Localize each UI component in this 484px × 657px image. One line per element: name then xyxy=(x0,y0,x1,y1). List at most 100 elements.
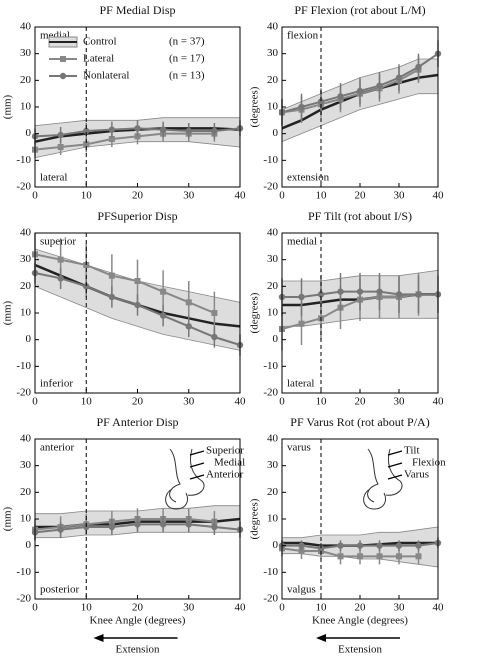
annotation: medial xyxy=(287,236,317,248)
marker xyxy=(108,523,116,531)
y-tick-label: -20 xyxy=(16,387,31,399)
legend-label: Lateral xyxy=(83,53,114,65)
x-tick-label: 30 xyxy=(394,396,406,408)
annotation: posterior xyxy=(40,584,79,596)
x-tick-label: 10 xyxy=(81,396,93,408)
x-tick-label: 30 xyxy=(183,396,195,408)
marker xyxy=(317,545,325,552)
panel-title: PFSuperior Disp xyxy=(97,209,177,223)
legend-count: (n = 13) xyxy=(169,70,205,82)
marker xyxy=(356,87,364,95)
marker xyxy=(376,553,383,560)
y-tick-label: 30 xyxy=(267,459,279,471)
x-tick-label: 20 xyxy=(355,190,367,202)
x-tick-label: 30 xyxy=(394,190,406,202)
y-tick-label: 20 xyxy=(267,280,279,292)
y-tick-label: 20 xyxy=(267,486,279,498)
marker xyxy=(108,293,116,301)
marker xyxy=(395,291,403,298)
marker xyxy=(134,125,141,132)
marker xyxy=(108,272,115,279)
diagram-label: Superior xyxy=(206,445,244,457)
y-tick-label: 20 xyxy=(20,74,32,86)
y-tick-label: 20 xyxy=(20,486,32,498)
marker xyxy=(376,542,383,549)
x-tick-label: 0 xyxy=(32,190,38,202)
x-tick-label: 0 xyxy=(32,602,38,614)
y-tick-label: 0 xyxy=(273,333,279,345)
y-tick-label: 10 xyxy=(267,101,279,113)
marker xyxy=(211,333,218,341)
plot-frame xyxy=(34,26,241,188)
y-tick-label: 0 xyxy=(26,333,32,345)
y-tick-label: 30 xyxy=(267,253,279,265)
x-tick-label: 10 xyxy=(316,602,328,614)
y-axis-label: (mm) xyxy=(2,506,14,531)
annotation: anterior xyxy=(40,442,75,454)
y-tick-label: -20 xyxy=(263,593,278,605)
marker xyxy=(376,288,383,295)
marker xyxy=(356,288,364,295)
marker xyxy=(57,131,64,139)
marker xyxy=(211,127,218,135)
diagram-arrow xyxy=(387,462,403,468)
marker xyxy=(159,312,167,319)
diagram-label: Varus xyxy=(404,469,429,481)
x-tick-label: 20 xyxy=(355,602,367,614)
annotation: inferior xyxy=(40,378,73,390)
marker xyxy=(134,301,141,309)
y-axis-label: (degrees) xyxy=(249,498,261,539)
y-tick-label: -10 xyxy=(16,360,31,372)
series-line xyxy=(281,68,419,114)
marker xyxy=(357,553,363,560)
x-tick-label: 30 xyxy=(394,602,406,614)
marker xyxy=(83,283,90,290)
series-line xyxy=(34,132,215,151)
marker xyxy=(337,553,344,560)
marker xyxy=(317,98,325,105)
y-tick-label: 40 xyxy=(20,433,32,445)
marker xyxy=(185,127,192,135)
x-tick-label: 20 xyxy=(132,602,144,614)
y-tick-label: 40 xyxy=(267,433,279,445)
x-tick-label: 0 xyxy=(32,396,38,408)
y-axis-label: (mm) xyxy=(2,94,14,119)
annotation: flexion xyxy=(287,30,319,42)
diagram-label: Medial xyxy=(214,457,245,469)
marker xyxy=(415,63,422,71)
y-tick-label: 10 xyxy=(20,307,32,319)
y-tick-label: -20 xyxy=(263,181,278,193)
marker xyxy=(57,275,64,282)
y-tick-label: -10 xyxy=(263,154,278,166)
y-tick-label: 20 xyxy=(20,280,32,292)
diagram-label: Anterior xyxy=(206,469,244,481)
x-tick-label: 0 xyxy=(279,602,285,614)
y-tick-label: -10 xyxy=(263,566,278,578)
marker xyxy=(376,82,383,89)
x-tick-label: 20 xyxy=(355,396,367,408)
x-axis-label: Knee Angle (degrees) xyxy=(312,615,408,627)
marker xyxy=(317,291,325,298)
arrow-head xyxy=(93,634,104,642)
marker xyxy=(134,278,141,284)
y-tick-label: 40 xyxy=(20,227,32,239)
marker xyxy=(415,542,422,549)
y-tick-label: 30 xyxy=(20,47,32,59)
marker xyxy=(134,521,141,528)
series-line xyxy=(281,547,419,558)
panel-title: PF Anterior Disp xyxy=(96,415,178,429)
y-tick-label: -20 xyxy=(16,181,31,193)
y-tick-label: -10 xyxy=(263,360,278,372)
x-tick-label: 40 xyxy=(433,190,445,202)
marker xyxy=(83,141,90,148)
series-line xyxy=(34,253,215,314)
marker xyxy=(185,299,192,306)
y-tick-label: 40 xyxy=(20,21,32,33)
series-line xyxy=(281,293,419,330)
annotation: valgus xyxy=(287,584,316,596)
annotation: lateral xyxy=(287,378,314,390)
marker xyxy=(160,288,167,295)
annotation: lateral xyxy=(40,172,67,184)
marker xyxy=(185,521,192,528)
x-tick-label: 0 xyxy=(279,190,285,202)
